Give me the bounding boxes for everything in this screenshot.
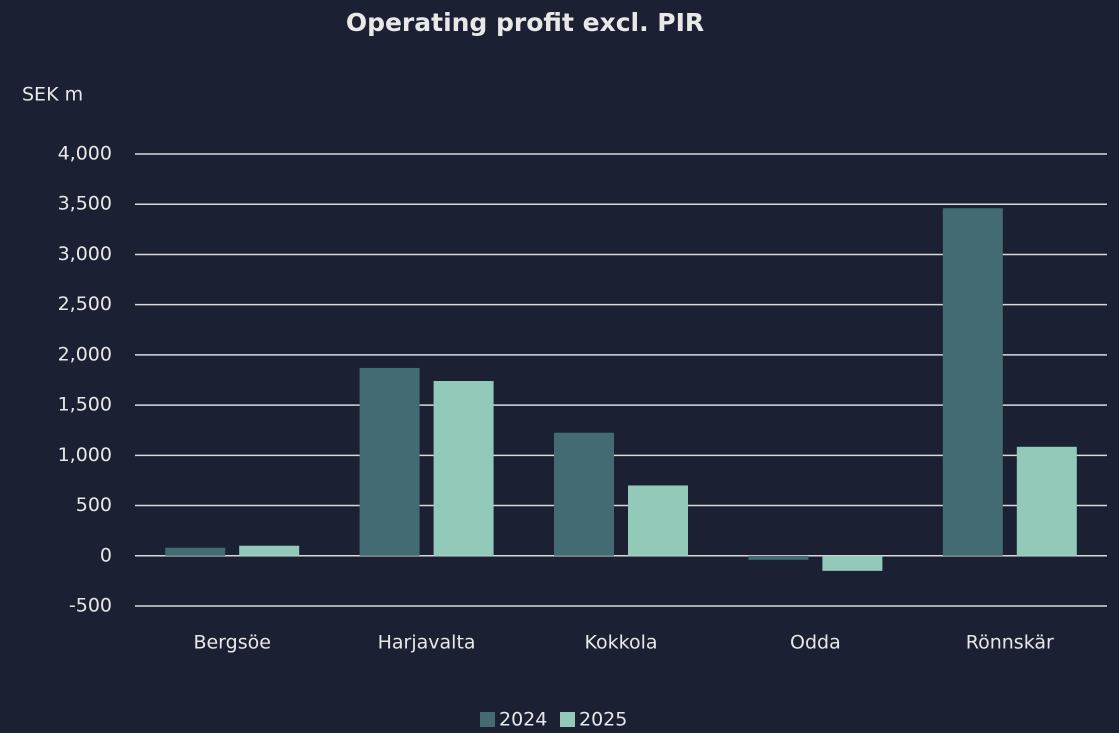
- y-tick-label: 0: [100, 544, 112, 566]
- bar: [942, 208, 1003, 556]
- legend-label: 2025: [579, 709, 627, 731]
- y-tick-label: 1,000: [58, 444, 112, 466]
- y-tick-label: 3,500: [58, 193, 112, 215]
- x-tick-label: Harjavalta: [378, 632, 476, 654]
- bar: [433, 381, 494, 556]
- x-tick-label: Odda: [790, 632, 841, 654]
- y-tick-label: 4,000: [58, 143, 112, 165]
- bar: [359, 367, 420, 556]
- bar: [628, 485, 688, 556]
- bar: [554, 432, 614, 556]
- y-tick-label: 500: [76, 494, 112, 516]
- y-tick-label: -500: [69, 595, 112, 617]
- legend-label: 2024: [499, 709, 547, 731]
- bar: [165, 547, 226, 556]
- x-tick-label: Bergsöe: [193, 632, 270, 654]
- y-tick-label: 2,000: [58, 343, 112, 365]
- bar: [1016, 446, 1077, 556]
- y-tick-label: 3,000: [58, 243, 112, 265]
- y-tick-label: 1,500: [58, 394, 112, 416]
- y-axis-label: SEK m: [22, 84, 83, 106]
- x-tick-label: Rönnskär: [966, 632, 1054, 654]
- legend-swatch: [480, 712, 495, 727]
- bar: [748, 555, 809, 560]
- legend-swatch: [560, 712, 575, 727]
- y-tick-label: 2,500: [58, 293, 112, 315]
- x-tick-label: Kokkola: [584, 632, 657, 654]
- bar: [822, 555, 883, 571]
- chart-title: Operating profit excl. PIR: [346, 8, 704, 37]
- bar: [239, 545, 300, 556]
